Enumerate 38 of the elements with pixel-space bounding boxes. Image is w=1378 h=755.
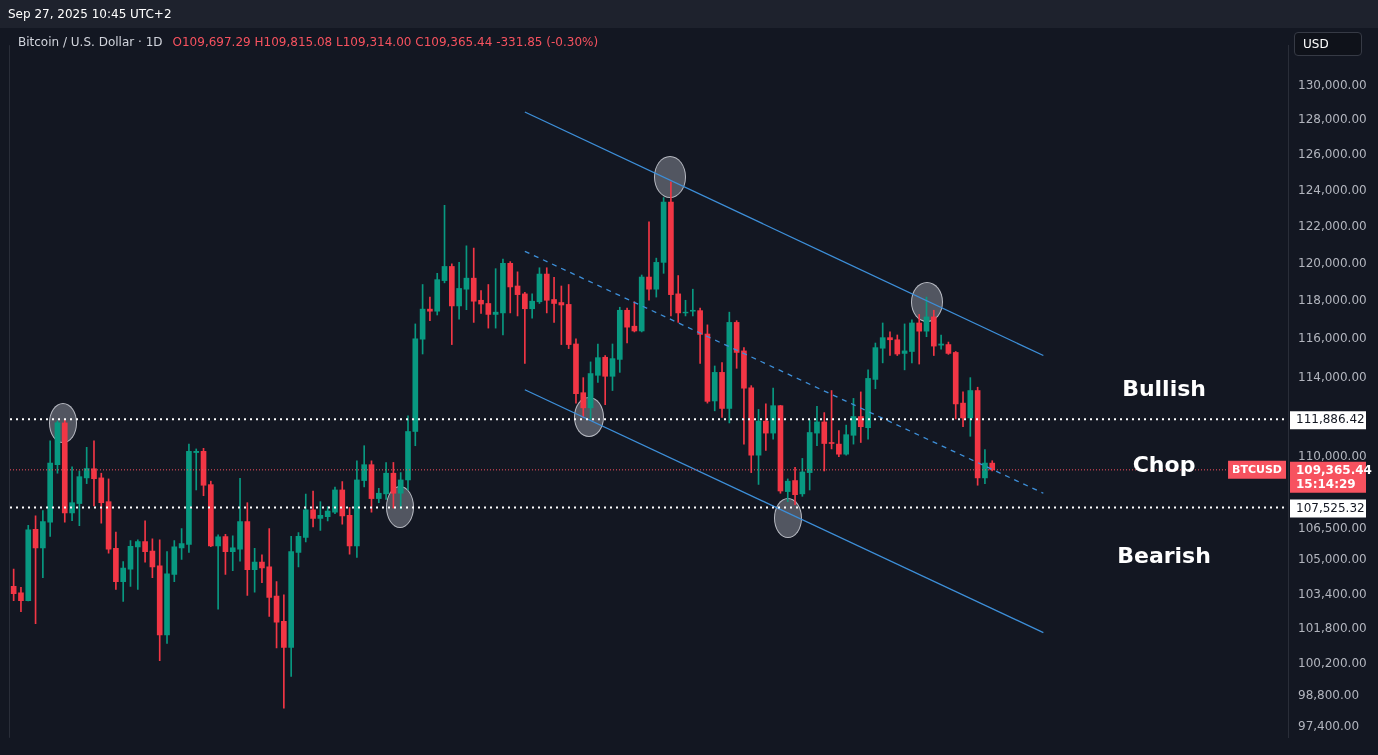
candlestick [134,539,141,590]
y-tick-label: 122,000.00 [1298,219,1367,234]
y-tick-label: 98,800.00 [1298,687,1360,702]
annotation: Chop [1132,452,1196,478]
candlestick [689,288,696,317]
candlestick [281,594,287,709]
y-tick-label: 120,000.00 [1298,255,1367,270]
candlestick [522,292,528,364]
annotation: BTCUSD [1232,462,1283,476]
y-tick-label: 106,500.00 [1298,520,1367,535]
annotation: Bullish [1122,375,1206,401]
candlestick [69,466,75,522]
y-tick-label: 101,800.00 [1298,621,1367,636]
ref-line-label: 107,525.32 [1296,500,1365,515]
annotation: Bearish [1117,542,1211,568]
y-tick-label: 103,400.00 [1298,586,1367,601]
y-tick-label: 110,000.00 [1298,449,1367,464]
y-tick-label: 105,000.00 [1298,552,1367,567]
y-tick-label: 114,000.00 [1298,369,1367,384]
y-tick-label: 126,000.00 [1298,147,1367,162]
chart-title: Bitcoin / U.S. Dollar · 1D [18,35,163,49]
candlestick [215,534,221,610]
ref-line-label: 111,886.42 [1296,412,1365,427]
candlestick [916,314,923,365]
candlestick [646,221,652,301]
y-tick-label: 130,000.00 [1298,77,1367,92]
text: USD [1294,32,1362,56]
y-tick-label: 124,000.00 [1298,182,1367,197]
chart-subtitle: O109,697.29 H109,815.08 L109,314.00 C109,365.44 -331.85 (-0.30%) [172,35,599,49]
candlestick [857,391,864,443]
y-tick-label: 100,200.00 [1298,656,1367,671]
y-tick-label: 116,000.00 [1298,331,1367,346]
candlestick [427,296,433,322]
y-tick-label: 97,400.00 [1298,719,1360,734]
text: Sep 27, 2025 10:45 UTC+2 [0,0,1378,28]
text: 15:14:29 [1296,476,1356,491]
y-tick-label: 128,000.00 [1298,112,1367,127]
y-tick-label: 118,000.00 [1298,293,1367,308]
